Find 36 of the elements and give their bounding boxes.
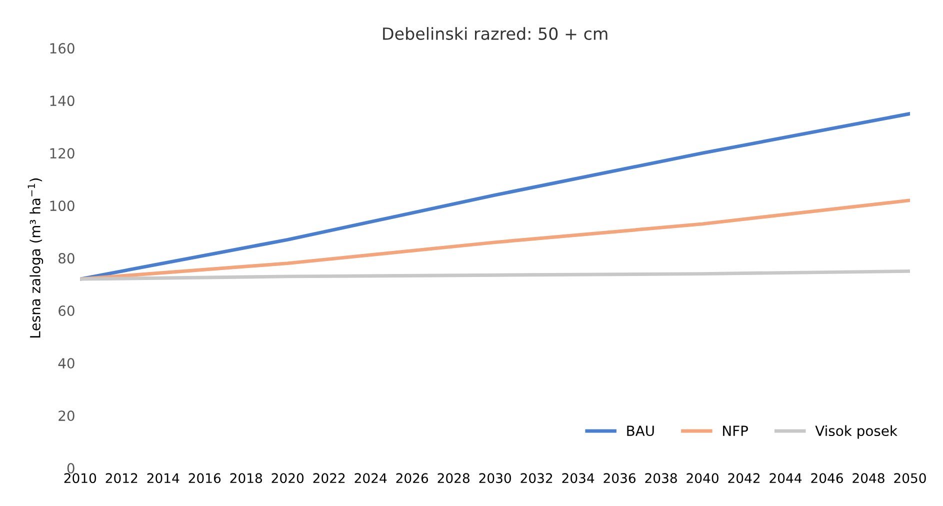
x-tick-label: 2046 xyxy=(811,473,843,484)
chart-title: Debelinski razred: 50 + cm xyxy=(383,27,608,40)
legend-label: Visok posek xyxy=(815,425,898,439)
y-tick-label: 60 xyxy=(58,306,74,316)
x-tick-label: 2044 xyxy=(770,473,802,484)
y-tick-label: 100 xyxy=(50,200,74,212)
x-tick-label: 2010 xyxy=(64,473,96,484)
y-tick-label: 140 xyxy=(50,96,74,106)
x-tick-label: 2026 xyxy=(396,473,428,484)
y-axis-title: Lesna zaloga (m³ ha$^{−1}$) xyxy=(28,178,44,338)
x-tick-label: 2038 xyxy=(645,473,677,484)
y-tick-label: 160 xyxy=(50,43,74,54)
x-tick-label: 2016 xyxy=(188,473,221,484)
x-tick-label: 2024 xyxy=(354,473,387,484)
line-series xyxy=(80,269,910,281)
x-tick-label: 2032 xyxy=(520,473,552,484)
legend-label: BAU xyxy=(627,426,654,436)
x-tick-label: 2018 xyxy=(230,473,262,484)
x-tick-label: 2030 xyxy=(479,473,511,484)
legend-label: NFP xyxy=(723,426,748,436)
x-tick-label: 2042 xyxy=(728,473,760,484)
x-tick-label: 2050 xyxy=(894,473,926,484)
y-tick-label: 0 xyxy=(67,463,74,474)
x-tick-label: 2022 xyxy=(313,473,345,484)
y-tick-label: 40 xyxy=(58,358,74,369)
x-tick-label: 2048 xyxy=(852,473,884,484)
x-tick-label: 2014 xyxy=(147,473,180,484)
x-tick-label: 2040 xyxy=(686,473,718,484)
x-tick-label: 2034 xyxy=(562,473,594,484)
x-tick-label: 2036 xyxy=(604,473,636,484)
x-tick-label: 2012 xyxy=(106,473,138,484)
x-tick-label: 2020 xyxy=(272,473,304,484)
y-tick-label: 20 xyxy=(58,410,74,422)
y-tick-label: 120 xyxy=(50,148,74,159)
x-tick-label: 2028 xyxy=(438,473,470,484)
y-tick-label: 80 xyxy=(58,253,74,264)
